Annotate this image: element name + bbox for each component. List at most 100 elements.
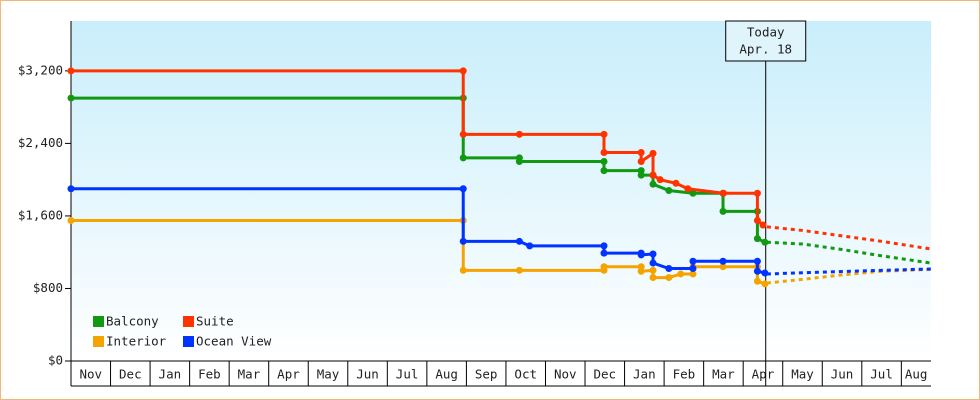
price-point — [600, 249, 608, 257]
price-point — [459, 266, 467, 274]
today-label: Apr. 18 — [739, 42, 792, 57]
price-point — [459, 67, 467, 75]
price-point — [600, 242, 608, 250]
x-tick-label: Sep — [475, 367, 498, 382]
price-point — [515, 158, 523, 166]
price-point — [600, 158, 608, 166]
legend-swatch — [93, 316, 104, 327]
x-tick-label: Oct — [514, 367, 537, 382]
price-point — [637, 171, 645, 179]
price-point — [761, 238, 769, 246]
price-point — [67, 94, 75, 102]
price-line — [71, 96, 766, 244]
legend-label: Suite — [196, 314, 234, 329]
today-label: Today — [747, 25, 785, 40]
price-point — [719, 189, 727, 197]
price-point — [649, 180, 657, 188]
price-point — [753, 216, 761, 224]
price-point — [649, 149, 657, 157]
x-tick-label: Mar — [238, 367, 261, 382]
price-point — [637, 267, 645, 275]
legend-swatch — [183, 336, 194, 347]
price-point — [759, 221, 767, 229]
price-point — [67, 216, 75, 224]
legend-swatch — [93, 336, 104, 347]
price-point — [637, 158, 645, 166]
forecast-line — [766, 267, 932, 276]
price-point — [459, 185, 467, 193]
price-point — [689, 189, 697, 197]
price-line — [71, 187, 766, 275]
price-point — [649, 171, 657, 179]
y-tick-label: $1,600 — [18, 207, 63, 222]
price-point — [67, 67, 75, 75]
x-tick-label: Jan — [159, 367, 182, 382]
price-point — [684, 185, 692, 193]
legend-swatch — [183, 316, 194, 327]
price-point — [753, 267, 761, 275]
x-tick-label: Apr — [752, 367, 775, 382]
price-point — [637, 251, 645, 259]
price-point — [649, 274, 657, 282]
price-point — [753, 189, 761, 197]
forecast-line — [766, 240, 932, 265]
price-point — [515, 237, 523, 245]
price-point — [761, 280, 769, 288]
price-point — [761, 269, 769, 277]
x-tick-label: Feb — [198, 367, 221, 382]
y-tick-label: $3,200 — [18, 62, 63, 77]
legend-label: Balcony — [106, 314, 159, 329]
price-point — [67, 185, 75, 193]
price-point — [459, 130, 467, 138]
price-point — [719, 207, 727, 215]
price-point — [649, 250, 657, 258]
price-point — [719, 257, 727, 265]
x-tick-label: Feb — [673, 367, 696, 382]
x-tick-label: Aug — [905, 367, 928, 382]
today-box — [725, 20, 807, 62]
plot-background — [71, 21, 931, 361]
price-point — [753, 257, 761, 265]
x-tick-label: Mar — [712, 367, 735, 382]
price-point — [665, 265, 673, 273]
price-point — [677, 270, 685, 278]
x-tick-label: Jul — [396, 367, 419, 382]
price-point — [689, 265, 697, 273]
x-tick-label: Nov — [554, 367, 577, 382]
legend-label: Interior — [106, 334, 167, 349]
legend-label: Ocean View — [196, 334, 272, 349]
price-point — [459, 154, 467, 162]
price-point — [656, 176, 664, 184]
x-tick-label: Dec — [594, 367, 617, 382]
y-tick-label: $2,400 — [18, 135, 63, 150]
price-point — [753, 277, 761, 285]
y-tick-label: $800 — [33, 280, 63, 295]
x-tick-label: Jun — [356, 367, 379, 382]
price-point — [665, 187, 673, 195]
x-tick-label: Apr — [277, 367, 300, 382]
price-point — [600, 130, 608, 138]
price-point — [672, 179, 680, 187]
x-tick-label: Aug — [435, 367, 458, 382]
x-tick-label: May — [317, 367, 340, 382]
forecast-line — [766, 225, 932, 251]
price-line — [71, 218, 766, 286]
x-tick-label: Dec — [119, 367, 142, 382]
x-tick-label: May — [791, 367, 814, 382]
x-tick-label: Jan — [633, 367, 656, 382]
x-tick-label: Jun — [831, 367, 854, 382]
x-tick-label: Nov — [79, 367, 102, 382]
price-point — [649, 266, 657, 274]
y-tick-label: $0 — [48, 353, 63, 368]
price-point — [689, 257, 697, 265]
price-point — [649, 259, 657, 267]
price-point — [515, 266, 523, 274]
price-point — [526, 242, 534, 250]
x-tick-label: Jul — [870, 367, 893, 382]
price-point — [515, 130, 523, 138]
price-point — [753, 235, 761, 243]
price-point — [600, 148, 608, 156]
price-point — [689, 270, 697, 278]
